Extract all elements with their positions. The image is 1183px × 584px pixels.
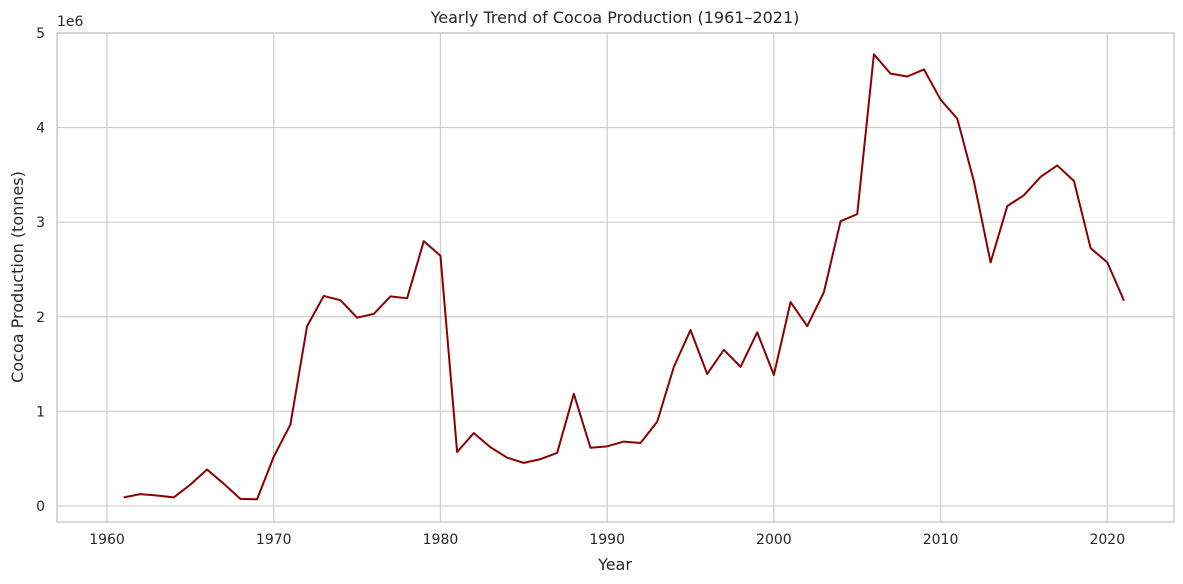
y-tick-label: 1	[36, 404, 45, 420]
x-tick-label: 2020	[1089, 532, 1125, 548]
y-tick-label: 3	[36, 215, 45, 231]
x-tick-label: 2000	[756, 532, 792, 548]
production-line	[123, 53, 1125, 501]
y-offset-label: 1e6	[57, 14, 84, 30]
x-tick-label: 1990	[589, 532, 625, 548]
plot-frame	[56, 32, 1175, 523]
y-axis-ticks: 0 1 2 3 4 5	[36, 26, 45, 515]
grid	[57, 32, 1174, 522]
x-tick-label: 2010	[923, 532, 959, 548]
y-axis-label: Cocoa Production (tonnes)	[8, 171, 27, 383]
y-tick-label: 2	[36, 310, 45, 326]
y-tick-label: 0	[36, 499, 45, 515]
x-axis-ticks: 1960 1970 1980 1990 2000 2010 2020	[89, 532, 1125, 548]
x-tick-label: 1970	[256, 532, 292, 548]
x-tick-label: 1980	[423, 532, 459, 548]
chart-title: Yearly Trend of Cocoa Production (1961–2…	[430, 8, 800, 27]
x-axis-label: Year	[597, 555, 632, 574]
x-tick-label: 1960	[89, 532, 125, 548]
y-tick-label: 4	[36, 121, 45, 137]
y-tick-label: 5	[36, 26, 45, 42]
